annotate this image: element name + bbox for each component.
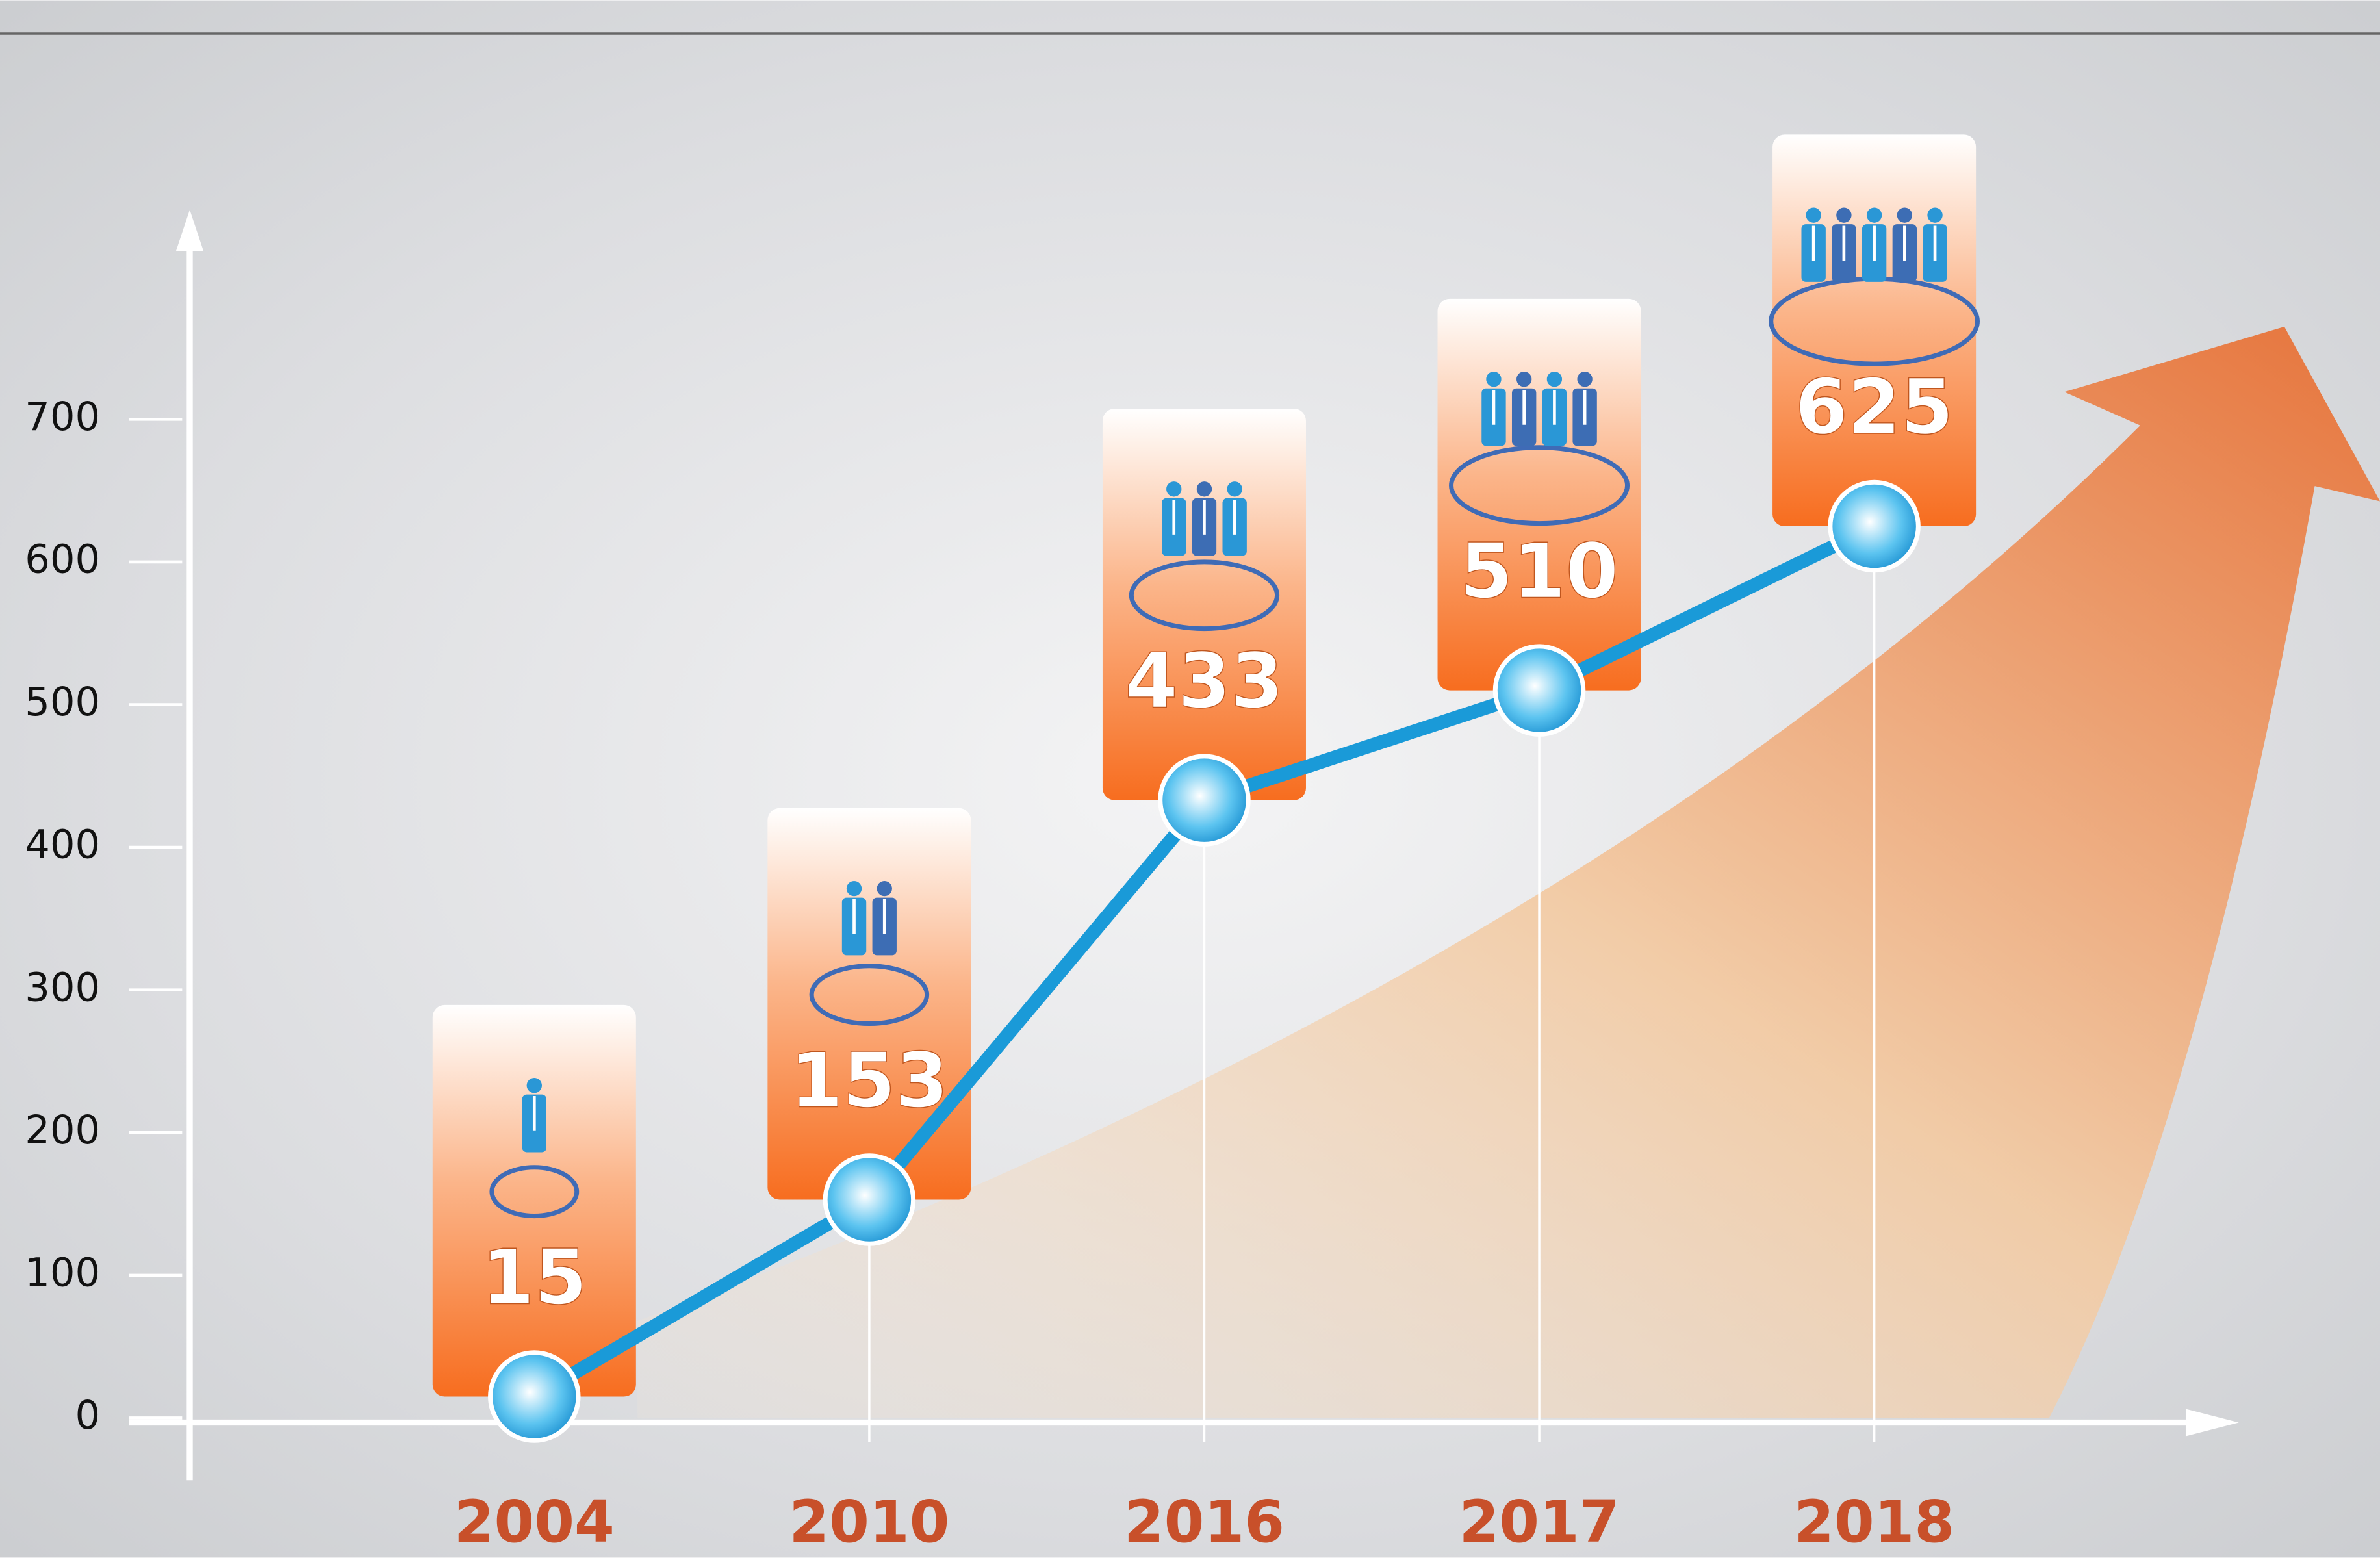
person-head: [846, 880, 862, 897]
person-head: [1486, 371, 1502, 387]
point: [1492, 644, 1586, 737]
people-ring: [489, 1165, 580, 1219]
y-tick-label: 0: [75, 1393, 101, 1438]
people-icon: [489, 1077, 580, 1219]
person-head: [1227, 481, 1242, 497]
point: [488, 1350, 581, 1443]
point: [823, 1153, 916, 1246]
x-tick-label: 2018: [1794, 1488, 1954, 1555]
y-axis-arrow: [175, 209, 204, 251]
people-ring: [1129, 559, 1280, 632]
people-ring: [1449, 445, 1630, 526]
people-ring: [809, 964, 930, 1027]
x-axis-arrow: [2185, 1409, 2239, 1437]
data-label: 625: [1795, 363, 1954, 452]
y-tick-label: 100: [25, 1250, 100, 1296]
point: [1158, 754, 1251, 847]
people-icon: [1449, 371, 1630, 526]
y-tick-label: 300: [25, 965, 100, 1010]
value-box: [432, 1004, 636, 1397]
person-head: [1927, 207, 1943, 223]
x-tick-label: 2004: [454, 1488, 615, 1555]
x-tick-label: 2017: [1459, 1488, 1620, 1555]
y-tick-label: 500: [25, 680, 100, 725]
data-label: 153: [790, 1037, 949, 1125]
person-head: [1166, 481, 1182, 497]
value-box: [1772, 134, 1977, 527]
person-head: [1836, 207, 1852, 223]
point: [1828, 479, 1921, 573]
x-tick-label: 2016: [1124, 1488, 1285, 1555]
value-box: [767, 808, 971, 1200]
x-tick-label: 2010: [789, 1488, 949, 1555]
y-tick-label: 600: [25, 537, 100, 583]
person-head: [1866, 207, 1882, 223]
person-head: [1546, 371, 1563, 387]
people-icon: [809, 880, 930, 1027]
y-tick-label: 700: [25, 394, 100, 440]
person-head: [1196, 481, 1212, 497]
person-head: [1806, 207, 1821, 223]
data-label: 433: [1125, 637, 1284, 726]
data-label: 15: [481, 1234, 587, 1322]
y-tick-label: 200: [25, 1108, 100, 1153]
person-head: [1516, 371, 1532, 387]
person-head: [526, 1077, 542, 1093]
person-head: [1897, 207, 1913, 223]
data-label: 510: [1460, 528, 1619, 616]
person-head: [1577, 371, 1593, 387]
value-box: [1437, 298, 1641, 691]
y-tick-label: 400: [25, 823, 100, 868]
people-icon: [1129, 481, 1280, 632]
person-head: [877, 880, 892, 897]
people-icon: [1769, 207, 1980, 366]
value-box: [1102, 408, 1306, 800]
growth-arrow: [637, 326, 2380, 1418]
